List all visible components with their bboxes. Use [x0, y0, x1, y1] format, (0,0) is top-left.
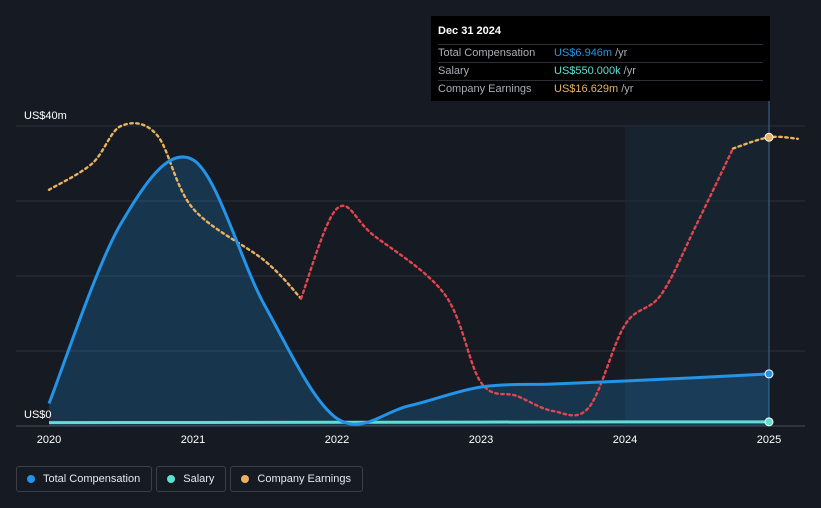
- x-tick-label: 2024: [613, 434, 637, 446]
- company-earnings-line-mid: [299, 147, 735, 417]
- tooltip-date: Dec 31 2024: [438, 24, 763, 45]
- legend-company-earnings[interactable]: Company Earnings: [230, 466, 363, 492]
- x-tick-label: 2021: [181, 434, 205, 446]
- legend-label: Salary: [183, 473, 215, 485]
- tooltip-label: Total Compensation: [438, 47, 536, 59]
- x-tick-label: 2022: [325, 434, 349, 446]
- tooltip-label: Company Earnings: [438, 83, 532, 95]
- y-axis-bottom-label: US$0: [24, 409, 52, 421]
- legend-label: Company Earnings: [257, 473, 351, 485]
- total-compensation-line: [47, 155, 770, 426]
- tooltip-label: Salary: [438, 65, 470, 77]
- x-tick-label: 2025: [757, 434, 781, 446]
- x-tick-label: 2023: [469, 434, 493, 446]
- salary-marker: [764, 417, 774, 427]
- chart-legend: Total Compensation Salary Company Earnin…: [16, 466, 363, 492]
- series-end-markers: [764, 132, 774, 427]
- salary-line: [48, 420, 769, 425]
- tooltip-unit: /yr: [623, 65, 636, 77]
- tooltip-unit: /yr: [621, 83, 634, 95]
- tooltip-row-salary: Salary US$550.000k /yr: [438, 63, 763, 81]
- company-earnings-line-early: [47, 121, 303, 300]
- tooltip-value: US$16.629m: [554, 83, 619, 95]
- company-earnings-marker: [764, 132, 774, 142]
- total-compensation-marker: [764, 369, 774, 379]
- y-axis-top-label: US$40m: [24, 110, 67, 122]
- legend-total-compensation[interactable]: Total Compensation: [16, 466, 153, 492]
- x-axis-ticks: 2020 2021 2022 2023 2024 2025: [37, 434, 781, 446]
- legend-label: Total Compensation: [43, 473, 141, 485]
- x-tick-label: 2020: [37, 434, 61, 446]
- hover-tooltip: Dec 31 2024 Total Compensation US$6.946m…: [431, 16, 770, 101]
- tooltip-value: US$550.000k: [554, 65, 621, 77]
- legend-dot-icon: [167, 475, 176, 483]
- legend-salary[interactable]: Salary: [156, 466, 227, 492]
- tooltip-value: US$6.946m: [554, 47, 613, 59]
- tooltip-unit: /yr: [615, 47, 628, 59]
- legend-dot-icon: [241, 475, 250, 483]
- legend-dot-icon: [27, 475, 35, 483]
- tooltip-row-company-earnings: Company Earnings US$16.629m /yr: [438, 81, 763, 98]
- tooltip-row-total-compensation: Total Compensation US$6.946m /yr: [438, 45, 763, 63]
